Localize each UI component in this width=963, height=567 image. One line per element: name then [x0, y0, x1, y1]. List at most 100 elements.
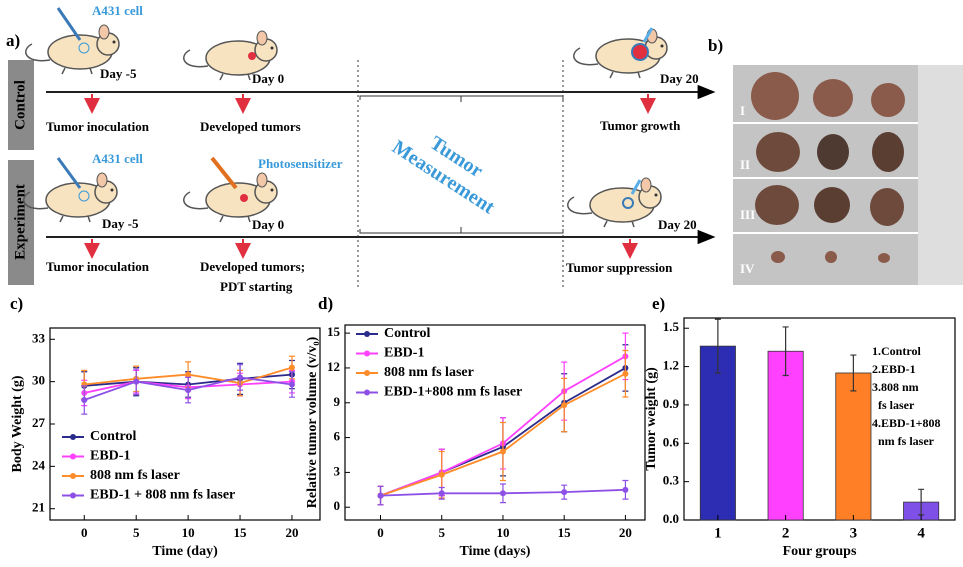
- legend-label: 808 nm fs laser: [90, 468, 180, 483]
- y-tick-label: 6: [334, 429, 341, 444]
- error-bar: [850, 354, 857, 392]
- syringe: [56, 157, 82, 189]
- caption: Tumor growth: [600, 118, 681, 133]
- plot-frame: [683, 317, 956, 521]
- legend-marker: [70, 434, 76, 440]
- annotation: 3.808 nm: [872, 380, 919, 394]
- legend-label: EBD-1: [90, 449, 130, 464]
- row-label: I: [740, 103, 745, 118]
- tumor: [631, 43, 649, 61]
- mouse: [573, 28, 668, 79]
- y-tick-label: 0.3: [663, 473, 680, 488]
- y-tick-label: 12: [327, 359, 340, 374]
- legend-marker: [364, 331, 370, 337]
- marker: [438, 471, 445, 478]
- x-tick-label: 0: [81, 525, 88, 540]
- row-label-box: [8, 60, 34, 150]
- x-tick-label: 0: [377, 525, 384, 540]
- row-label: IV: [740, 261, 755, 276]
- panel-label: a): [6, 31, 20, 50]
- caption: Developed tumors: [200, 119, 301, 134]
- panel-label: d): [318, 294, 333, 313]
- y-tick-label: 0: [334, 498, 341, 513]
- marker: [81, 397, 88, 403]
- caption: Tumor suppression: [566, 260, 673, 275]
- legend-marker: [364, 370, 370, 376]
- x-tick-label: 20: [285, 525, 298, 540]
- marker: [377, 492, 384, 499]
- caption: Developed tumors;: [200, 259, 305, 274]
- error-bar: [782, 326, 789, 377]
- y-axis-label: Tumor weight (g): [644, 367, 659, 471]
- day-label: Day 0: [252, 71, 284, 86]
- panel-b: b) I II III IV: [708, 36, 963, 285]
- y-axis-label: Body Weight (g): [10, 375, 25, 472]
- day-label: Day 20: [660, 71, 699, 86]
- marker: [185, 371, 192, 378]
- error-bar: [714, 318, 721, 374]
- x-tick-label: 4: [917, 525, 925, 541]
- legend-label: 808 nm fs laser: [384, 365, 474, 380]
- day-label: Day -5: [102, 216, 139, 231]
- annotation: 4.EBD-1+808: [872, 416, 941, 430]
- row-label: Control: [12, 80, 28, 130]
- marker: [133, 378, 140, 385]
- annotation: nm fs laser: [878, 434, 935, 448]
- marker: [185, 387, 192, 394]
- x-axis-label: Four groups: [783, 544, 857, 559]
- y-tick-label: 1.2: [663, 358, 679, 373]
- injection: [78, 190, 90, 202]
- plot-frame: [344, 324, 646, 521]
- legend-marker: [70, 473, 76, 479]
- caption: PDT starting: [220, 279, 293, 294]
- row-label-box: [8, 160, 34, 285]
- y-tick-label: 1.5: [663, 319, 680, 334]
- day-label: Day 20: [658, 217, 697, 232]
- legend-marker: [70, 453, 76, 460]
- marker: [622, 486, 629, 493]
- y-tick-label: 15: [327, 324, 341, 339]
- legend-marker: [70, 492, 76, 499]
- error-bar: [918, 488, 925, 516]
- x-tick-label: 5: [133, 525, 140, 540]
- y-tick-label: 0.9: [663, 396, 680, 411]
- marker: [237, 374, 244, 381]
- y-tick-label: 3: [334, 463, 341, 478]
- legend-label: EBD-1+808 nm fs laser: [384, 385, 522, 400]
- tumor: [622, 197, 634, 209]
- legend-label: EBD-1: [384, 346, 424, 361]
- x-tick-label: 15: [558, 525, 572, 540]
- pointer: [630, 179, 642, 195]
- y-tick-label: 9: [334, 394, 341, 409]
- y-tick-label: 0.6: [663, 434, 680, 449]
- bar: [767, 350, 804, 521]
- mouse: [567, 177, 662, 228]
- panel-label: e): [652, 294, 665, 313]
- x-tick-label: 1: [714, 525, 722, 541]
- injection: [78, 42, 90, 54]
- legend-marker: [364, 389, 370, 396]
- x-tick-label: 10: [496, 525, 509, 540]
- legend-label: Control: [90, 429, 137, 444]
- row-label: III: [740, 207, 755, 222]
- bracket: [359, 227, 564, 234]
- bracket: [359, 95, 564, 102]
- x-tick-label: 5: [438, 525, 445, 540]
- bar: [835, 372, 872, 521]
- marker: [438, 490, 445, 497]
- ruler: [918, 65, 963, 285]
- panel-label: c): [10, 294, 23, 313]
- panel-a: a) Control Experiment A431 cell Day -5 D…: [6, 3, 716, 294]
- marker: [561, 402, 568, 409]
- x-axis-label: Time (days): [460, 544, 531, 559]
- annotation: 1.Control: [872, 344, 921, 358]
- row-label: II: [740, 157, 750, 172]
- cell-label: A431 cell: [92, 151, 143, 166]
- legend-label: Control: [384, 326, 431, 341]
- marker: [288, 381, 295, 388]
- legend-marker: [364, 350, 370, 357]
- tumor: [240, 194, 248, 202]
- marker: [499, 490, 506, 497]
